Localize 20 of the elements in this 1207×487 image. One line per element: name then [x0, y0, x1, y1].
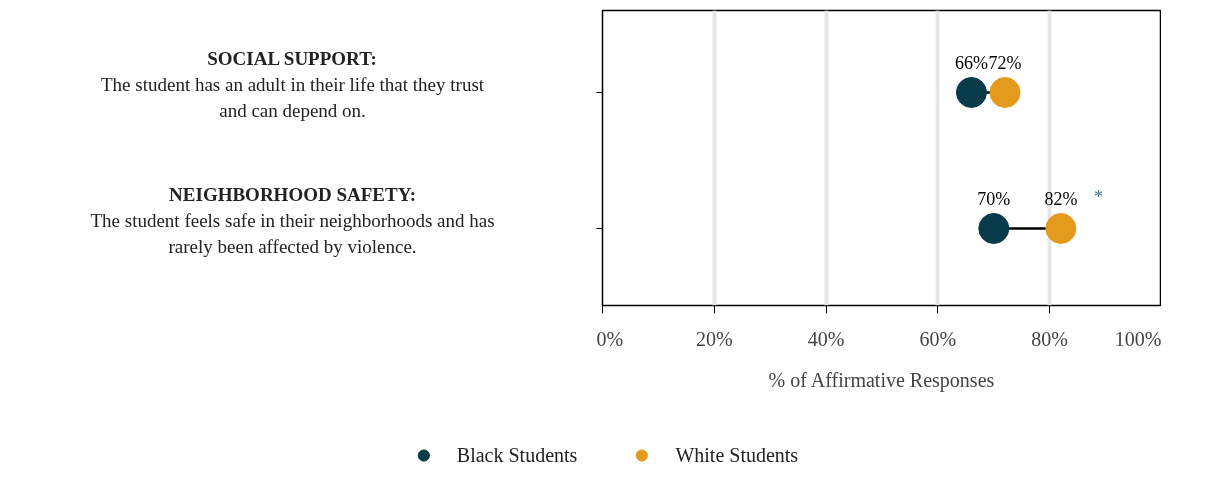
- data-label: 70%: [977, 188, 1011, 209]
- point: [989, 77, 1021, 108]
- point: [978, 213, 1010, 244]
- x-tick-label: 60%: [919, 327, 957, 350]
- data-label: 66%: [954, 52, 988, 73]
- point: [955, 77, 987, 108]
- x-tick-label: 20%: [695, 327, 733, 350]
- x-tick-label: 40%: [807, 327, 845, 350]
- legend-label: White Students: [675, 443, 799, 467]
- data-label: 72%: [988, 52, 1022, 73]
- y-tick-label: SOCIAL SUPPORT: The student has an adult in their life that they trust and can depend on.: [101, 48, 485, 121]
- data-label: 82%: [1044, 188, 1078, 209]
- x-tick-label: 80%: [1031, 327, 1069, 350]
- legend-label: Black Students: [456, 443, 578, 467]
- point: [1045, 213, 1077, 244]
- x-tick-label: 100%: [1114, 327, 1162, 350]
- x-tick-label: 0%: [596, 327, 624, 350]
- y-tick-label: NEIGHBORHOOD SAFETY: The student feels safe in their neighborhoods and has rarely been affected by violence.: [90, 184, 495, 257]
- x-axis-title: % of Affirmative Responses: [768, 368, 995, 392]
- annotation: *: [1093, 186, 1103, 207]
